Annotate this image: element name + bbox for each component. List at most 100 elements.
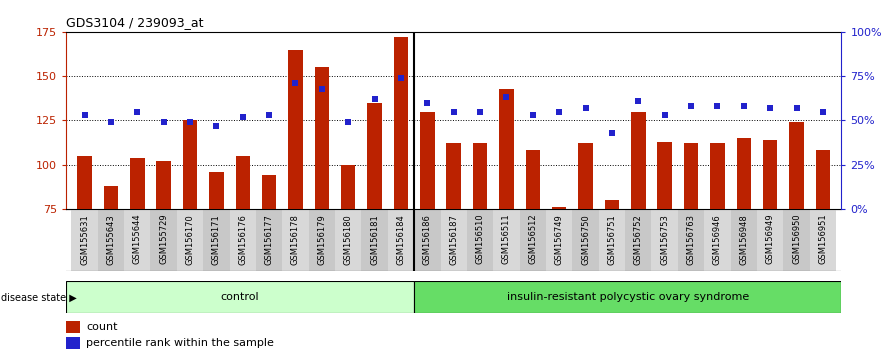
Text: GSM155643: GSM155643 (107, 214, 115, 264)
Point (816, 109, 830, 114)
Bar (235, 156, 250, 209)
Text: GSM156186: GSM156186 (423, 214, 432, 265)
Text: GSM156750: GSM156750 (581, 214, 590, 264)
Text: GSM156951: GSM156951 (818, 214, 827, 264)
Point (473, 109, 487, 114)
Bar (335, 209, 361, 271)
Bar (282, 209, 308, 271)
Bar (315, 67, 329, 209)
Text: GSM156178: GSM156178 (291, 214, 300, 265)
Text: GSM156170: GSM156170 (186, 214, 195, 264)
Text: GSM156179: GSM156179 (317, 214, 326, 264)
Bar (230, 209, 256, 271)
Point (394, 75, 408, 81)
Bar (546, 209, 573, 271)
Bar (130, 158, 144, 209)
Bar (816, 150, 830, 209)
Bar (657, 142, 672, 209)
Point (447, 109, 461, 114)
Bar (626, 209, 651, 271)
Bar (177, 209, 204, 271)
Text: GSM156180: GSM156180 (344, 214, 352, 264)
Bar (447, 143, 461, 209)
Text: GSM156511: GSM156511 (502, 214, 511, 264)
Bar (104, 186, 118, 209)
Point (789, 105, 803, 111)
Bar (573, 209, 599, 271)
Point (315, 86, 329, 91)
Bar (704, 209, 730, 271)
Bar (78, 156, 92, 209)
Text: percentile rank within the sample: percentile rank within the sample (86, 338, 274, 348)
Bar (204, 209, 230, 271)
Text: GSM156949: GSM156949 (766, 214, 774, 264)
Bar (361, 209, 388, 271)
Bar (66, 281, 414, 313)
Text: GSM156753: GSM156753 (660, 214, 670, 265)
Bar (737, 138, 751, 209)
Text: GSM156752: GSM156752 (633, 214, 643, 264)
Bar (500, 88, 514, 209)
Text: disease state ▶: disease state ▶ (1, 292, 77, 302)
Text: GDS3104 / 239093_at: GDS3104 / 239093_at (66, 16, 204, 29)
Bar (367, 103, 381, 209)
Point (367, 96, 381, 102)
Point (104, 119, 118, 125)
Point (684, 103, 698, 109)
Text: GSM156177: GSM156177 (264, 214, 274, 265)
Bar (157, 161, 171, 209)
Point (420, 100, 434, 105)
Bar (810, 209, 836, 271)
Bar (440, 209, 467, 271)
Bar (684, 143, 699, 209)
Bar (578, 143, 593, 209)
Point (236, 114, 250, 120)
Point (183, 119, 197, 125)
Point (288, 80, 302, 86)
Bar (98, 209, 124, 271)
Bar (182, 120, 197, 209)
Point (605, 130, 619, 136)
Bar (308, 209, 335, 271)
Bar (151, 209, 177, 271)
Text: GSM156763: GSM156763 (686, 214, 695, 265)
Bar (420, 112, 434, 209)
Text: GSM156510: GSM156510 (476, 214, 485, 264)
Bar (288, 50, 303, 209)
Text: GSM156512: GSM156512 (529, 214, 537, 264)
Bar (631, 112, 646, 209)
Bar (394, 37, 408, 209)
Text: control: control (221, 292, 259, 302)
Text: GSM156749: GSM156749 (555, 214, 564, 264)
Bar (526, 150, 540, 209)
Bar (256, 209, 282, 271)
Bar (414, 281, 841, 313)
Text: GSM156187: GSM156187 (449, 214, 458, 265)
Bar (341, 165, 356, 209)
Point (262, 112, 276, 118)
Text: count: count (86, 322, 118, 332)
Point (526, 112, 540, 118)
Point (763, 105, 777, 111)
Bar (599, 209, 626, 271)
Point (500, 95, 514, 100)
Bar (124, 209, 151, 271)
Bar (467, 209, 493, 271)
Bar (710, 143, 725, 209)
Text: GSM156171: GSM156171 (212, 214, 221, 264)
Bar (651, 209, 677, 271)
Bar (520, 209, 546, 271)
Bar (552, 207, 566, 209)
Bar (783, 209, 810, 271)
Text: GSM156184: GSM156184 (396, 214, 405, 264)
Text: GSM156950: GSM156950 (792, 214, 801, 264)
Point (737, 103, 751, 109)
Text: GSM156176: GSM156176 (238, 214, 248, 265)
Point (78, 112, 92, 118)
Bar (604, 200, 619, 209)
Text: insulin-resistant polycystic ovary syndrome: insulin-resistant polycystic ovary syndr… (507, 292, 749, 302)
Bar (209, 172, 224, 209)
Bar (414, 209, 440, 271)
Text: GSM155631: GSM155631 (80, 214, 89, 264)
Bar (473, 143, 487, 209)
